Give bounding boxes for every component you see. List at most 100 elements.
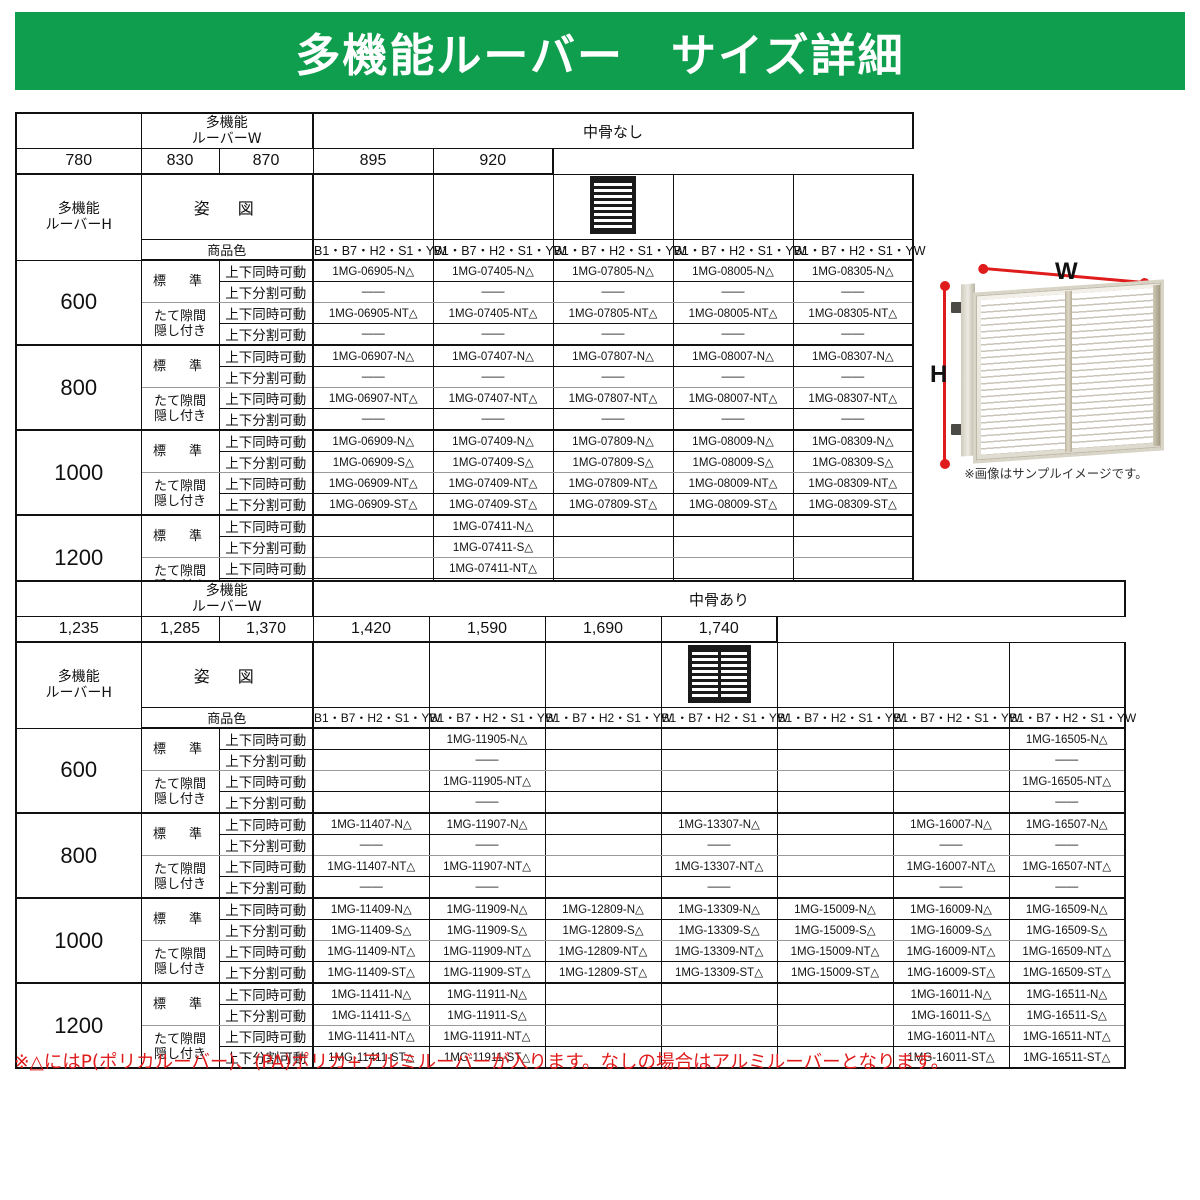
footnote-text: ※△にはP(ポリカルーバー)、(PA)ポリカ+アルミルーバーが入ります。なしの場… bbox=[14, 1052, 950, 1073]
table-row: たて隙間 隠し付き 上下同時可動 1MG-06907-NT△ 1MG-07407-NT△… bbox=[16, 387, 915, 431]
louver-height-value: 800 bbox=[15, 812, 142, 899]
table-row: 上下分割可動 1MG-11411-ST△ 1MG-11911-ST△ 1MG-1601… bbox=[16, 1046, 1127, 1069]
kind-label-line2: 隠し付き bbox=[153, 322, 206, 338]
movement-type-label: 上下分割可動 bbox=[218, 876, 314, 899]
product-code-cell: 1MG-11907-N△ bbox=[428, 812, 546, 835]
product-code-cell: 1MG-08007-N△ bbox=[672, 344, 794, 367]
product-code-cell: 1MG-15009-S△ bbox=[776, 919, 894, 941]
kind-label-line2: 隠し付き bbox=[153, 790, 206, 806]
product-code-cell: 1MG-16009-S△ bbox=[892, 919, 1010, 941]
mounting-bracket-bottom-icon bbox=[951, 424, 965, 435]
louver-width-header: 多機能 ルーバーW bbox=[140, 112, 314, 149]
product-code-cell bbox=[776, 770, 894, 792]
product-code-cell: 1MG-11407-NT△ bbox=[312, 855, 430, 877]
product-code-cell: —— bbox=[432, 366, 554, 388]
product-code-cell bbox=[544, 1025, 662, 1047]
movement-type-label: 上下同時可動 bbox=[218, 855, 314, 877]
header-spacer bbox=[15, 580, 142, 617]
product-code-cell: 1MG-07409-ST△ bbox=[432, 493, 554, 516]
kind-label-line2: 隠し付き bbox=[153, 960, 206, 976]
product-code-cell: 1MG-16507-N△ bbox=[1008, 812, 1127, 835]
product-code-cell bbox=[672, 536, 794, 558]
louver-height-value: 600 bbox=[15, 727, 142, 814]
product-code-cell: 1MG-12809-N△ bbox=[544, 897, 662, 920]
louver-height-value: 600 bbox=[15, 259, 142, 346]
table-row: 800 標 準上下同時可動 1MG-06907-N△ 1MG-07407-N△ 1MG-… bbox=[15, 344, 915, 431]
width-value-header: 895 bbox=[312, 148, 434, 175]
louver-thumbnail-icon bbox=[687, 644, 751, 703]
louver-kind-label: 標 準 bbox=[140, 727, 220, 771]
product-code-cell: —— bbox=[432, 408, 554, 431]
product-code-cell: 1MG-11409-N△ bbox=[312, 897, 430, 920]
table-row: たて隙間 隠し付き 上下同時可動 1MG-11411-NT△ 1MG-11911-NT△… bbox=[16, 1025, 1127, 1069]
product-code-cell bbox=[776, 876, 894, 899]
product-code-cell: 1MG-11909-N△ bbox=[428, 897, 546, 920]
product-code-cell bbox=[892, 791, 1010, 814]
product-code-cell: 1MG-08307-NT△ bbox=[792, 387, 915, 409]
product-code-cell: —— bbox=[792, 366, 915, 388]
product-code-cell: 1MG-06909-ST△ bbox=[312, 493, 434, 516]
product-code-cell: 1MG-13309-NT△ bbox=[660, 940, 778, 962]
product-code-cell bbox=[660, 1004, 778, 1026]
kind-label-line2: 隠し付き bbox=[153, 1045, 206, 1061]
product-code-cell bbox=[544, 834, 662, 856]
product-code-cell: 1MG-16009-NT△ bbox=[892, 940, 1010, 962]
product-code-cell: 1MG-08309-NT△ bbox=[792, 472, 915, 494]
frame-group-label: 中骨なし bbox=[312, 112, 915, 149]
product-code-cell: —— bbox=[672, 408, 794, 431]
kind-label-line: 標 準 bbox=[152, 911, 207, 927]
movement-type-label: 上下分割可動 bbox=[218, 961, 314, 984]
product-code-cell bbox=[544, 1004, 662, 1026]
product-code-cell: —— bbox=[1008, 834, 1127, 856]
product-code-cell: 1MG-15009-ST△ bbox=[776, 961, 894, 984]
louver-kind-label: たて隙間隠し付き bbox=[140, 302, 220, 346]
product-code-cell: —— bbox=[552, 281, 674, 303]
product-code-cell: 1MG-16011-S△ bbox=[892, 1004, 1010, 1026]
product-code-cell bbox=[776, 1025, 894, 1047]
table-row: 600 標 準上下同時可動 1MG-06905-N△ 1MG-07405-N△ 1MG-… bbox=[15, 259, 915, 346]
product-code-cell bbox=[312, 791, 430, 814]
product-code-cell: —— bbox=[312, 834, 430, 856]
center-mullion bbox=[1065, 290, 1072, 453]
product-code-cell: 1MG-07809-ST△ bbox=[552, 493, 674, 516]
movement-type-label: 上下分割可動 bbox=[218, 834, 314, 856]
width-dimension-label: W bbox=[1055, 258, 1078, 285]
product-code-cell bbox=[312, 514, 434, 537]
product-code-cell: 1MG-11907-NT△ bbox=[428, 855, 546, 877]
product-code-cell: 1MG-11411-N△ bbox=[312, 982, 430, 1005]
shape-diagram-cell bbox=[672, 173, 794, 240]
louver-kind-label: たて隙間隠し付き bbox=[140, 855, 220, 899]
product-code-cell: 1MG-07405-NT△ bbox=[432, 302, 554, 324]
louver-panel-photo bbox=[973, 279, 1164, 464]
product-code-cell: 1MG-16505-N△ bbox=[1008, 727, 1127, 750]
product-code-cell bbox=[672, 514, 794, 537]
product-code-cell: 1MG-11411-S△ bbox=[312, 1004, 430, 1026]
product-code-cell: 1MG-13309-ST△ bbox=[660, 961, 778, 984]
product-code-cell: 1MG-11911-NT△ bbox=[428, 1025, 546, 1047]
shape-diagram-cell bbox=[312, 173, 434, 240]
product-code-cell bbox=[776, 749, 894, 771]
product-code-cell: —— bbox=[672, 281, 794, 303]
louver-width-header: 多機能 ルーバーW bbox=[140, 580, 314, 617]
kind-label-line1: たて隙間 bbox=[153, 307, 206, 323]
product-code-cell: —— bbox=[312, 876, 430, 899]
product-code-cell: 1MG-11411-NT△ bbox=[312, 1025, 430, 1047]
product-code-cell bbox=[776, 1046, 894, 1069]
product-code-cell: 1MG-07805-N△ bbox=[552, 259, 674, 282]
product-color-values: B1・B7・H2・S1・YW bbox=[792, 239, 926, 261]
product-code-cell: —— bbox=[660, 876, 778, 899]
product-code-cell bbox=[544, 876, 662, 899]
product-code-cell: 1MG-11411-ST△ bbox=[312, 1046, 430, 1069]
table-row: 上下分割可動 —— —— —— —— —— bbox=[16, 876, 1127, 899]
louver-kind-label: たて隙間隠し付き bbox=[140, 387, 220, 431]
product-illustration: H W ※画像はサンプルイメージです。 bbox=[925, 258, 1187, 488]
product-code-cell bbox=[552, 557, 674, 579]
width-value-header: 780 bbox=[15, 148, 142, 175]
product-code-cell: 1MG-11905-NT△ bbox=[428, 770, 546, 792]
product-code-cell: 1MG-08309-S△ bbox=[792, 451, 915, 473]
product-code-cell: 1MG-16509-NT△ bbox=[1008, 940, 1127, 962]
product-code-cell: 1MG-08309-ST△ bbox=[792, 493, 915, 516]
product-code-cell: 1MG-07407-N△ bbox=[432, 344, 554, 367]
louver-kind-label: たて隙間隠し付き bbox=[140, 472, 220, 516]
product-code-cell: 1MG-16505-NT△ bbox=[1008, 770, 1127, 792]
